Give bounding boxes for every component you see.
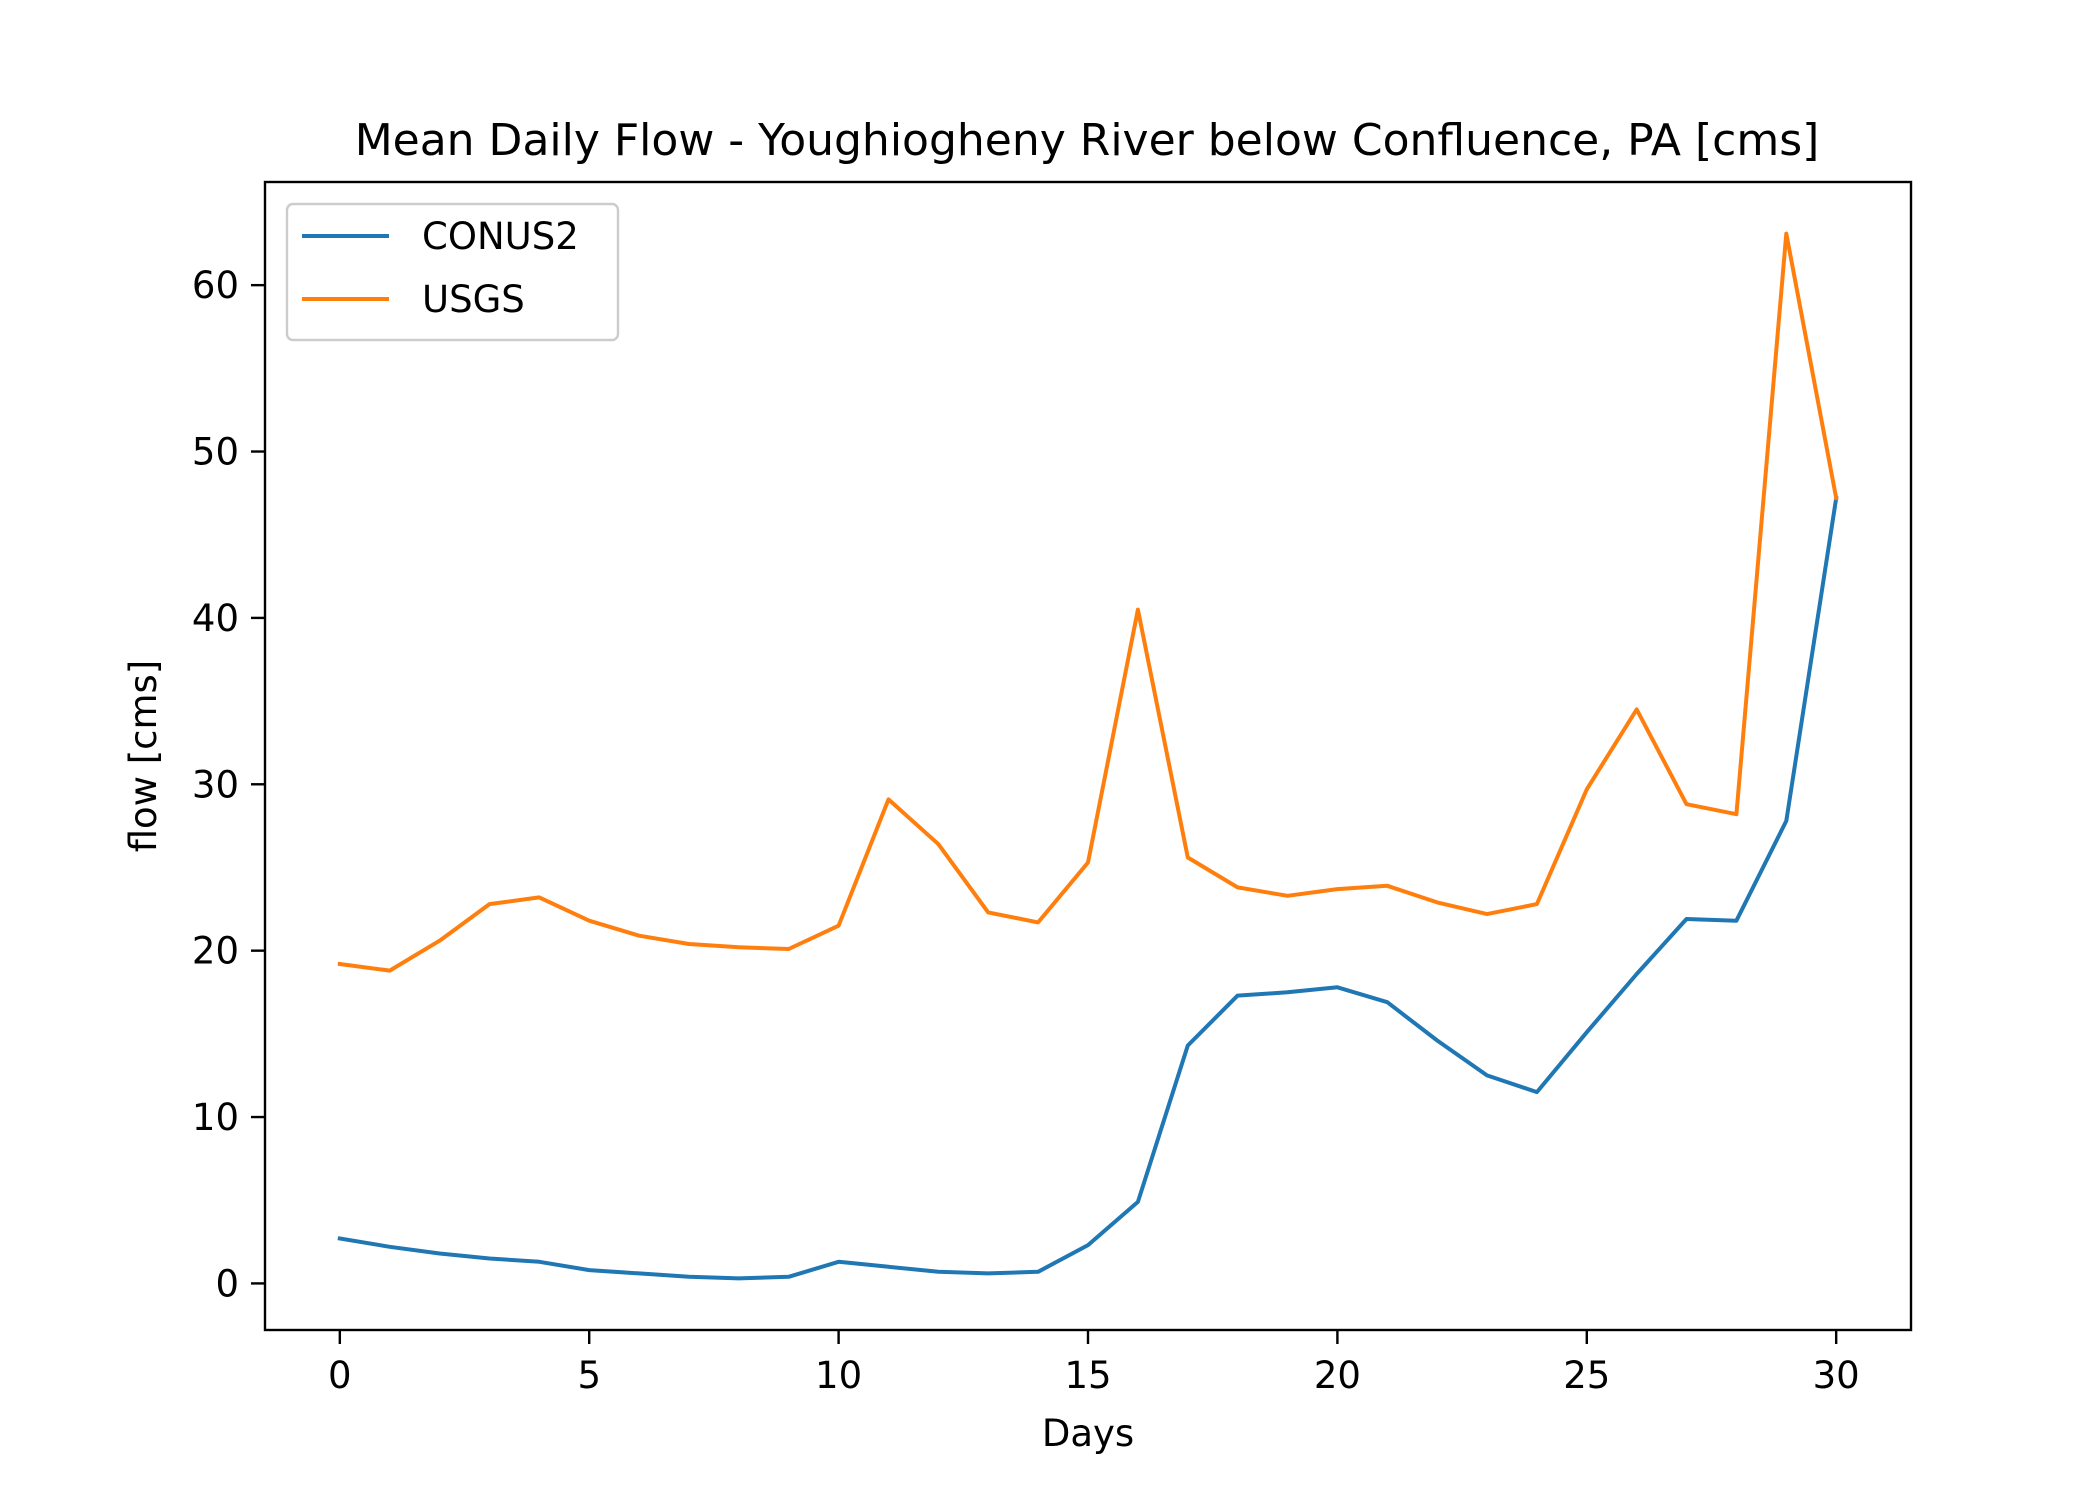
x-tick-label: 25 xyxy=(1563,1354,1610,1397)
x-tick-label: 20 xyxy=(1314,1354,1361,1397)
series-line-conus2 xyxy=(337,495,1839,1281)
legend-label-usgs: USGS xyxy=(422,278,525,321)
x-axis-label: Days xyxy=(1042,1412,1134,1455)
legend: CONUS2 USGS xyxy=(285,202,620,342)
y-axis: 0 10 20 30 40 50 60 xyxy=(192,264,265,1305)
y-axis-label: flow [cms] xyxy=(122,660,165,853)
y-tick-label: 20 xyxy=(192,930,239,973)
y-tick-label: 0 xyxy=(215,1262,239,1305)
chart-title: Mean Daily Flow - Youghiogheny River bel… xyxy=(355,115,1820,166)
x-axis: 0 5 10 15 20 25 30 xyxy=(328,1330,1860,1397)
x-tick-label: 15 xyxy=(1064,1354,1111,1397)
legend-label-conus2: CONUS2 xyxy=(422,215,579,258)
y-tick-label: 50 xyxy=(192,431,239,474)
x-tick-label: 5 xyxy=(577,1354,601,1397)
x-tick-label: 30 xyxy=(1813,1354,1860,1397)
x-tick-label: 10 xyxy=(815,1354,862,1397)
x-tick-label: 0 xyxy=(328,1354,352,1397)
y-tick-label: 60 xyxy=(192,264,239,307)
series-line-usgs xyxy=(337,231,1839,973)
y-tick-label: 40 xyxy=(192,597,239,640)
y-tick-label: 10 xyxy=(192,1096,239,1139)
y-tick-label: 30 xyxy=(192,763,239,806)
series-layer xyxy=(337,231,1839,1281)
